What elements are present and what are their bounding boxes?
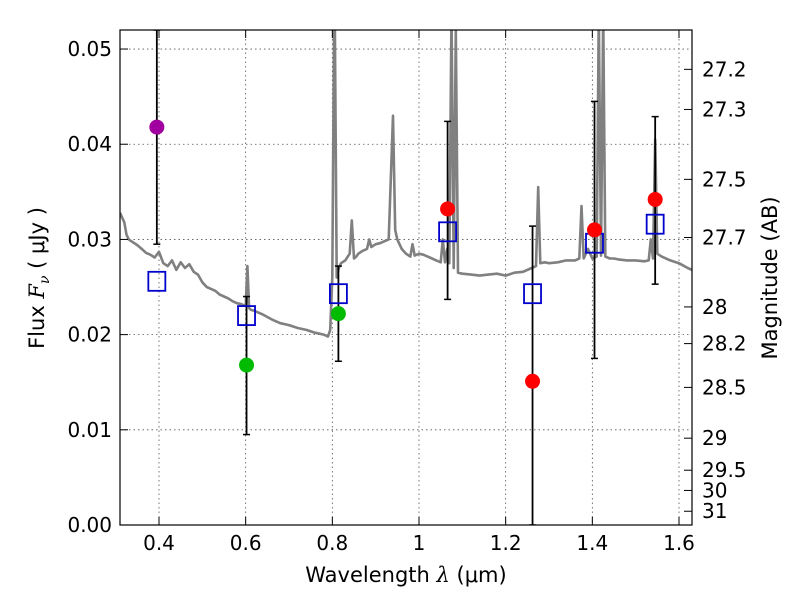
spectrum-layer: [120, 30, 692, 338]
model-squares: [147, 213, 665, 326]
x-tick-label: 0.8: [316, 531, 348, 555]
x-axis-label: Wavelength λ (μm): [305, 563, 506, 587]
observed-flux-point: [587, 222, 602, 238]
magnitude-tick-label: 28: [702, 295, 727, 319]
x-tick-label: 1.6: [663, 531, 695, 555]
y-tick-label: 0.01: [67, 418, 112, 442]
x-tick-label: 1.4: [576, 531, 608, 555]
x-tick-label: 0.6: [230, 531, 262, 555]
magnitude-tick-label: 27.7: [702, 226, 747, 250]
observed-points: [149, 119, 663, 389]
x-tick-label: 1: [413, 531, 426, 555]
model-flux-square: [328, 283, 348, 305]
grid-lines: [120, 30, 692, 526]
magnitude-tick-label: 27.2: [702, 57, 747, 81]
model-spectrum-line: [120, 30, 692, 338]
magnitude-tick-label: 27.3: [702, 97, 747, 121]
x-axis-ticks: 0.4 0.6 0.8 1 1.2 1.4 1.6: [143, 30, 695, 555]
model-flux-square: [237, 305, 256, 326]
magnitude-tick-label: 27.5: [702, 167, 747, 191]
y-axis-ticks: 0.00 0.01 0.02 0.03 0.04 0.05: [67, 37, 128, 537]
observed-flux-point: [239, 357, 255, 373]
observed-flux-point: [440, 201, 456, 217]
y-tick-label: 0.03: [67, 227, 112, 251]
observed-flux-point: [525, 373, 541, 389]
model-flux-square: [523, 283, 542, 305]
model-flux-square: [645, 213, 665, 235]
observed-flux-point: [647, 191, 663, 207]
x-tick-label: 0.4: [143, 531, 175, 555]
y-tick-label: 0.04: [67, 132, 112, 156]
observed-flux-point: [330, 306, 346, 322]
y-tick-label: 0.00: [67, 513, 112, 537]
magnitude-tick-label: 29: [702, 426, 727, 450]
plot-frame: [119, 29, 693, 526]
magnitude-tick-label: 28.2: [702, 332, 747, 356]
observed-flux-point: [149, 119, 165, 135]
model-flux-square: [147, 270, 167, 292]
x-tick-label: 1.2: [490, 531, 522, 555]
model-flux-square: [438, 221, 458, 243]
y-axis-label: Flux Fν ( μJy ): [25, 207, 53, 349]
magnitude-tick-label: 30: [702, 478, 727, 502]
magnitude-tick-label: 31: [702, 499, 727, 523]
error-bars: [153, 30, 659, 525]
y-tick-label: 0.05: [67, 37, 112, 61]
magnitude-tick-label: 29.5: [702, 458, 747, 482]
magnitude-axis-label: Magnitude (AB): [758, 196, 782, 359]
magnitude-tick-label: 28.5: [702, 375, 747, 399]
y-tick-label: 0.02: [67, 323, 112, 347]
